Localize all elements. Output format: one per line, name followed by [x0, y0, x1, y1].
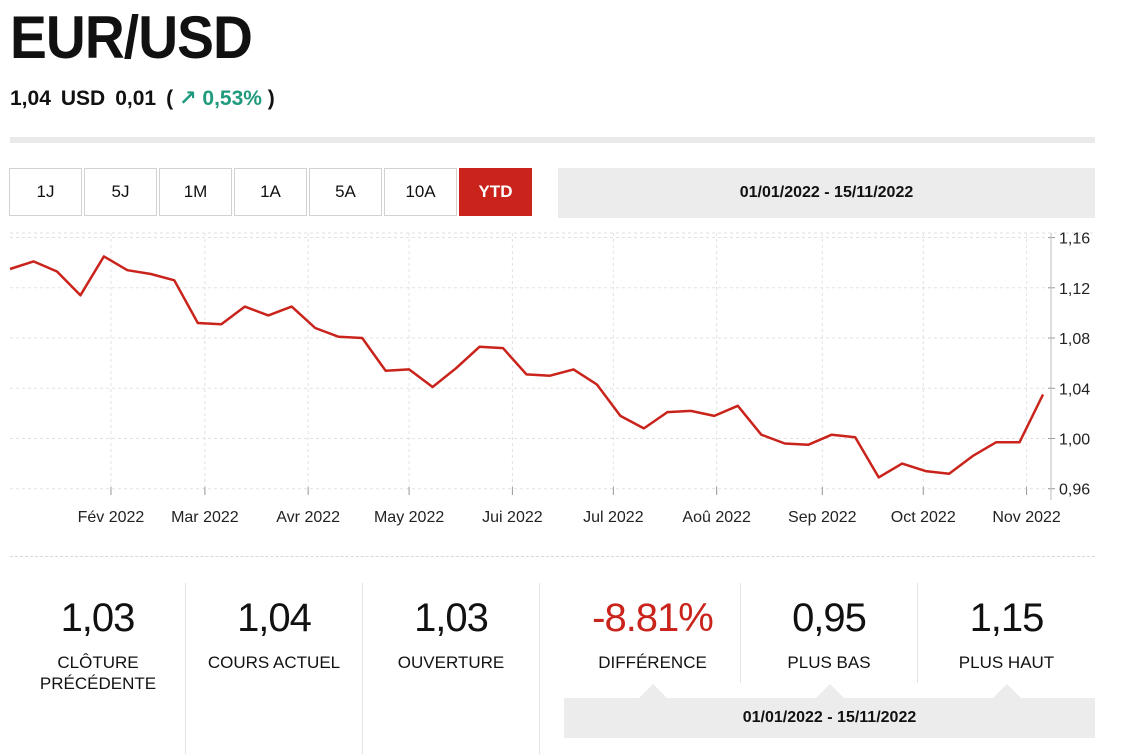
stat-label: PLUS HAUT: [958, 653, 1055, 672]
x-tick-label: Mar 2022: [171, 509, 239, 526]
stat-label: COURS ACTUEL: [207, 653, 341, 672]
stat-value: 1,15: [969, 596, 1045, 640]
quote-line: 1,04 USD 0,01 ( ↗ 0,53% ): [10, 86, 275, 111]
y-tick-label: 0,96: [1059, 482, 1090, 499]
period-button-ytd[interactable]: YTD: [459, 168, 532, 216]
x-tick-label: Nov 2022: [992, 509, 1061, 526]
x-tick-label: Avr 2022: [276, 509, 340, 526]
stat-divider: [362, 583, 363, 754]
stat-label: DIFFÉRENCE: [598, 653, 707, 672]
change-percent-group: ( ↗ 0,53% ): [166, 86, 275, 111]
y-tick-label: 1,08: [1059, 331, 1090, 348]
stat-value: 1,04: [237, 596, 312, 640]
period-button-1m[interactable]: 1M: [159, 168, 232, 216]
stat-label: PLUS BAS: [787, 653, 871, 672]
page-title: EUR/USD: [10, 4, 253, 71]
stat-divider: [539, 583, 540, 754]
x-tick-label: Sep 2022: [788, 509, 857, 526]
header-divider: [10, 137, 1095, 143]
x-tick-label: Oct 2022: [891, 509, 956, 526]
period-button-1a[interactable]: 1A: [234, 168, 307, 216]
stat-difference: -8.81% DIFFÉRENCE: [564, 583, 741, 754]
stats-panel: 1,03 CLÔTURE PRÉCÉDENTE 1,04 COURS ACTUE…: [10, 583, 1095, 754]
period-button-10a[interactable]: 10A: [384, 168, 457, 216]
period-selector: 1J 5J 1M 1A 5A 10A YTD: [9, 168, 532, 216]
price-chart[interactable]: 1,16 1,12 1,08 1,04 1,00 0,96 Fév 2022 Mar 2022…: [0, 225, 1125, 535]
range-pointer: [639, 684, 667, 698]
y-tick-label: 1,12: [1059, 281, 1090, 298]
change-percent: 0,53%: [202, 87, 262, 110]
stat-value: 1,03: [414, 596, 489, 640]
stat-divider: [740, 583, 741, 683]
stat-value: -8.81%: [592, 596, 714, 640]
stat-divider: [917, 583, 918, 683]
currency-code: USD: [60, 86, 106, 110]
arrow-up-right-icon: ↗: [178, 87, 197, 110]
stat-label: CLÔTURE PRÉCÉDENTE: [39, 653, 157, 693]
stat-high: 1,15 PLUS HAUT: [918, 583, 1095, 754]
x-tick-label: Jul 2022: [583, 509, 644, 526]
y-tick-label: 1,04: [1059, 381, 1090, 398]
price-change: 0,01: [115, 86, 157, 110]
series-line[interactable]: [9, 255, 1045, 479]
paren-close: ): [267, 87, 275, 110]
stat-open: 1,03 OUVERTURE: [363, 583, 539, 754]
x-tick-label: Aoû 2022: [682, 509, 751, 526]
x-tick-label: May 2022: [374, 509, 444, 526]
stat-current-price: 1,04 COURS ACTUEL: [186, 583, 362, 754]
stats-date-range: 01/01/2022 - 15/11/2022: [564, 698, 1095, 738]
period-button-5a[interactable]: 5A: [309, 168, 382, 216]
stat-previous-close: 1,03 CLÔTURE PRÉCÉDENTE: [10, 583, 185, 754]
current-price: 1,04: [10, 86, 51, 110]
y-tick-label: 1,16: [1059, 231, 1090, 248]
stat-low: 0,95 PLUS BAS: [741, 583, 917, 754]
date-range-display[interactable]: 01/01/2022 - 15/11/2022: [558, 168, 1095, 218]
range-pointer: [816, 684, 844, 698]
chart-bottom-divider: [10, 556, 1095, 557]
range-pointer: [993, 684, 1021, 698]
y-tick-label: 1,00: [1059, 431, 1090, 448]
x-tick-label: Jui 2022: [482, 509, 543, 526]
stat-label: OUVERTURE: [397, 653, 505, 672]
stat-value: 1,03: [60, 596, 136, 640]
x-tick-label: Fév 2022: [78, 509, 145, 526]
period-button-1j[interactable]: 1J: [9, 168, 82, 216]
stat-divider: [185, 583, 186, 754]
stat-value: 0,95: [792, 596, 867, 640]
period-button-5j[interactable]: 5J: [84, 168, 157, 216]
paren-open: (: [166, 87, 174, 110]
